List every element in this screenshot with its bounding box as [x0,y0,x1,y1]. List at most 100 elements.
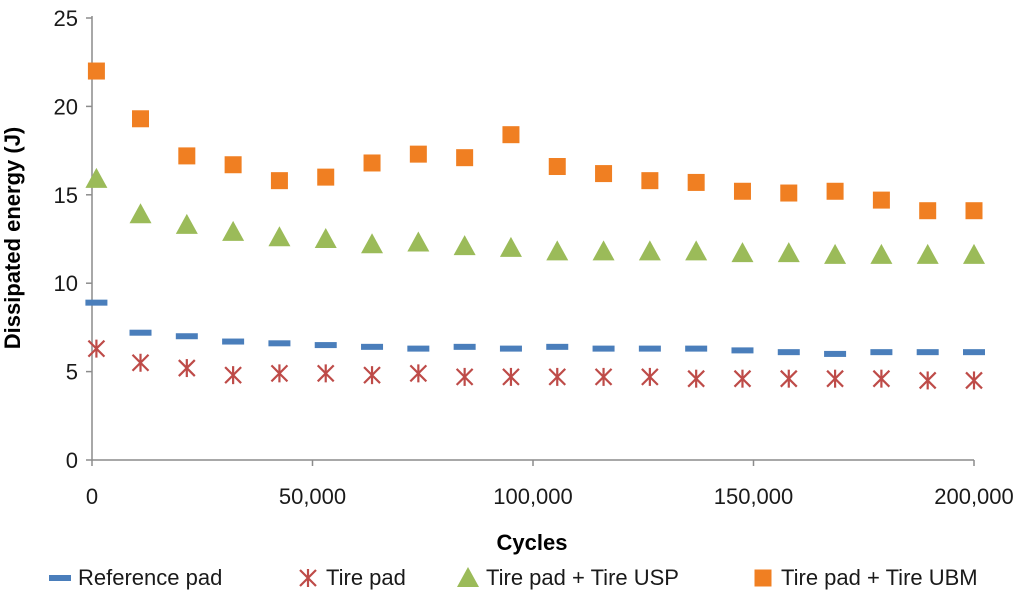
point-reference-pad [453,343,476,350]
legend-label-tire-pad-tire-ubm: Tire pad + Tire UBM [781,565,978,590]
point-tire-pad [780,369,798,388]
point-tire-pad-tire-usp [453,235,476,256]
point-tire-pad [455,367,474,386]
point-reference-pad [175,333,198,340]
point-tire-pad-tire-usp [731,242,754,263]
legend-marker-reference-pad [49,575,71,581]
point-tire-pad-tire-usp [361,233,384,254]
point-tire-pad [641,367,659,386]
x-tick-label: 150,000 [714,484,794,509]
point-reference-pad [638,345,661,352]
point-tire-pad-tire-usp [129,203,152,224]
point-tire-pad-tire-ubm [224,156,242,174]
point-reference-pad [129,329,152,336]
point-tire-pad-tire-usp [85,167,108,188]
point-tire-pad-tire-usp [963,243,985,264]
point-tire-pad [965,371,983,390]
point-tire-pad [87,339,106,358]
point-tire-pad-tire-usp [407,231,430,252]
point-tire-pad-tire-ubm [317,168,335,186]
x-axis-title: Cycles [497,530,568,555]
point-tire-pad [918,371,937,390]
point-reference-pad [85,299,108,306]
legend-marker-tire-pad-tire-ubm [754,569,772,587]
point-tire-pad-tire-usp [824,243,847,264]
y-tick-label: 0 [66,448,78,473]
point-reference-pad [222,338,245,345]
point-reference-pad [314,342,337,349]
point-tire-pad-tire-usp [685,240,708,261]
point-tire-pad-tire-ubm [409,145,427,163]
point-reference-pad [361,343,384,350]
point-tire-pad-tire-ubm [919,202,937,220]
point-tire-pad-tire-ubm [178,147,196,165]
point-reference-pad [916,349,939,356]
point-tire-pad-tire-ubm [502,126,520,144]
x-tick-label: 0 [86,484,98,509]
point-tire-pad [733,369,752,388]
point-reference-pad [963,349,985,356]
point-tire-pad-tire-ubm [965,202,983,220]
legend-marker-tire-pad-tire-usp [457,567,479,587]
legend-label-reference-pad: Reference pad [78,565,222,590]
point-reference-pad [731,347,754,354]
point-tire-pad-tire-usp [268,226,291,247]
point-tire-pad [594,367,613,386]
point-tire-pad-tire-ubm [132,110,150,128]
point-tire-pad-tire-usp [222,220,245,241]
point-tire-pad-tire-ubm [687,173,705,191]
point-tire-pad-tire-ubm [363,154,381,172]
x-tick-label: 50,000 [279,484,346,509]
point-reference-pad [870,349,893,356]
point-reference-pad [592,345,615,352]
point-reference-pad [268,340,291,347]
point-tire-pad [826,369,844,388]
data-marks [85,62,985,390]
point-tire-pad-tire-ubm [548,158,566,176]
x-tick-label: 100,000 [493,484,573,509]
point-tire-pad [872,369,891,388]
legend-marker-tire-pad [299,569,317,587]
legend-label-tire-pad-tire-usp: Tire pad + Tire USP [486,565,679,590]
y-axis-title: Dissipated energy (J) [0,127,25,350]
y-tick-label: 10 [54,271,78,296]
point-tire-pad [178,359,196,378]
point-reference-pad [407,345,430,352]
point-reference-pad [824,350,847,357]
axes: 0 5 10 15 20 25 0 50,000 100,000 150,000 200,000 [54,6,1014,509]
point-reference-pad [685,345,708,352]
point-tire-pad-tire-usp [314,228,337,248]
point-tire-pad-tire-usp [546,240,569,261]
point-tire-pad-tire-ubm [780,184,798,202]
point-tire-pad-tire-ubm [826,182,844,200]
legend-label-tire-pad: Tire pad [326,565,406,590]
point-tire-pad [316,364,335,383]
point-tire-pad [502,367,520,386]
point-tire-pad-tire-usp [870,243,893,264]
point-tire-pad-tire-ubm [872,191,890,209]
point-tire-pad-tire-usp [638,240,661,261]
point-tire-pad [409,364,428,383]
point-reference-pad [499,345,522,352]
point-tire-pad-tire-usp [499,236,522,257]
point-tire-pad-tire-ubm [733,182,751,200]
point-tire-pad [363,366,381,385]
point-reference-pad [546,343,569,350]
y-tick-label: 5 [66,360,78,385]
point-tire-pad [548,367,567,386]
point-tire-pad-tire-ubm [456,149,474,167]
point-tire-pad-tire-ubm [595,165,613,183]
x-tick-label: 200,000 [934,484,1014,509]
point-tire-pad [270,364,289,383]
y-tick-label: 15 [54,183,78,208]
point-tire-pad-tire-ubm [270,172,288,190]
point-reference-pad [777,349,800,356]
point-tire-pad [687,369,705,388]
point-tire-pad [224,366,242,385]
point-tire-pad [131,353,150,372]
point-tire-pad-tire-usp [916,243,939,264]
legend: Reference pad Tire pad Tire pad + Tire USP… [49,565,978,590]
point-tire-pad-tire-ubm [641,172,659,190]
point-tire-pad-tire-usp [777,242,800,263]
